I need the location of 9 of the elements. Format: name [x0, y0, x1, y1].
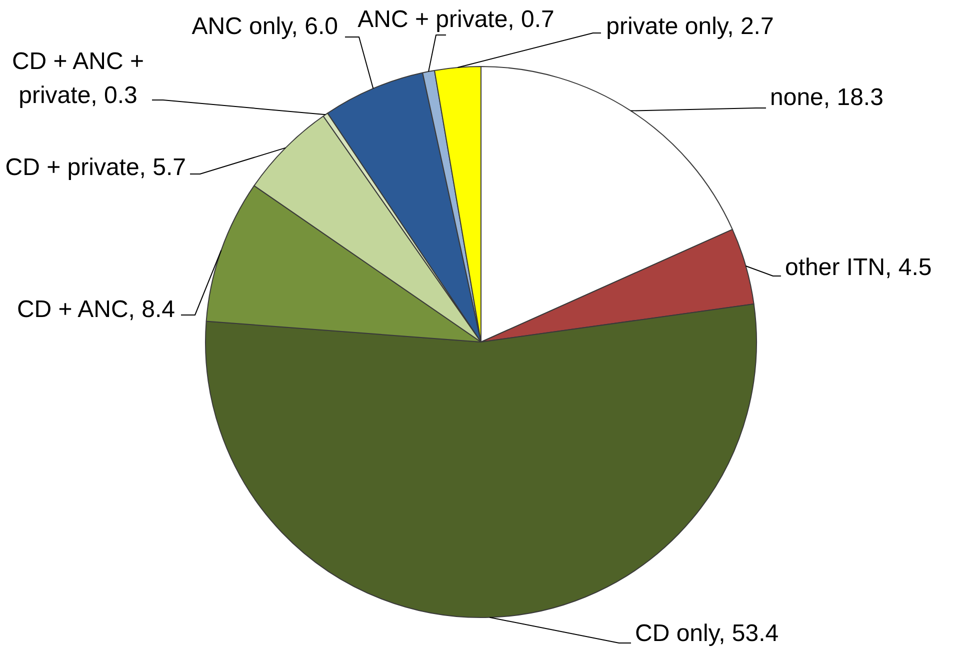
slice-label: ANC + private, 0.7	[358, 5, 554, 35]
slice-label: CD + private, 5.7	[5, 153, 186, 183]
slice-label: CD only, 53.4	[635, 619, 779, 649]
slice-label: ANC only, 6.0	[192, 12, 338, 42]
slice-label: other ITN, 4.5	[785, 253, 932, 283]
slice-label: CD + ANC + private, 0.3	[10, 47, 146, 111]
slice-label: none, 18.3	[770, 83, 884, 113]
slice-label: private only, 2.7	[606, 12, 774, 42]
slice-label: CD + ANC, 8.4	[16, 295, 175, 325]
